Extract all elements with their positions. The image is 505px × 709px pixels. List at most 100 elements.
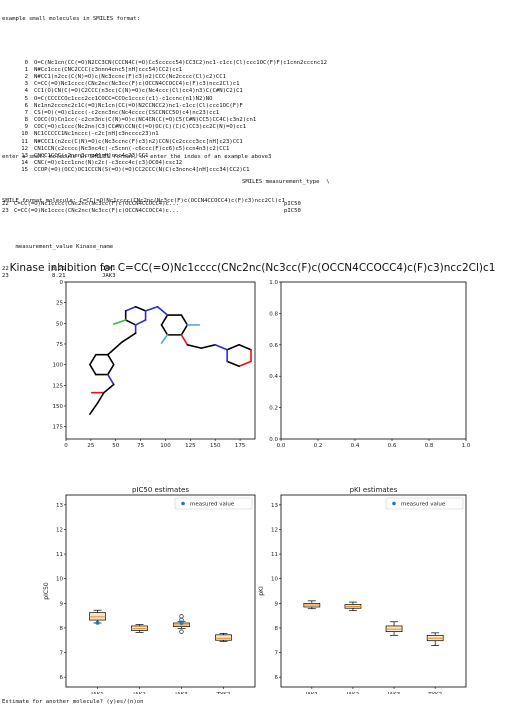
- molecule-structure: [89, 305, 252, 416]
- df1-index: 22: [2, 201, 9, 207]
- example-row: 15 CCOP(=O)(OCC)OC1CCCN(S(=O)(=O)CC2CCC(N…: [2, 167, 327, 174]
- axes-frame: [65, 281, 256, 440]
- legend-label: measured value: [401, 502, 446, 508]
- df1-type: pIC50: [284, 208, 301, 215]
- example-smiles: C=CC(=O)Nc1cccc(CNc2nc(Nc3cc(F)c(OCCN4CC…: [34, 81, 240, 88]
- category-label: JAK3: [174, 692, 188, 694]
- y-tick-label: 11: [56, 552, 63, 558]
- bond: [106, 363, 115, 376]
- y-tick-label: 13: [271, 503, 278, 509]
- bond: [160, 324, 169, 336]
- df2-kinase: JAK1: [102, 266, 116, 272]
- df1-smiles: C=CC(=O)Nc1cccc(CNc2nc(Nc3cc(F)c(OCCN4CC…: [14, 201, 180, 207]
- examples-header: example small molecules in SMILES format…: [2, 16, 141, 23]
- y-tick-label: 0.8: [269, 311, 278, 317]
- df1-row: 23 C=CC(=O)Nc1cccc(CNc2nc(Nc3cc(F)c(OCCN4…: [2, 208, 330, 215]
- y-tick-label: 10: [56, 577, 63, 583]
- y-tick-label: 6: [275, 675, 279, 681]
- box-body: [215, 634, 232, 641]
- example-row: 8 COCC(O)Cn1cc(-c2cn3nc(C(N)=O)c(NC4CN(C(…: [2, 117, 327, 124]
- y-tick-label: 9: [60, 601, 64, 607]
- example-row: 6 Nc1nn2cccnc2c1C(=O)Nc1cn(CC(=O)N2CCNCC2…: [2, 103, 327, 110]
- example-smiles: CC1(O)CN(C(=O)C2CCC(n3cc(C(N)=O)c(Nc4ccc…: [34, 88, 243, 95]
- example-index: 15: [21, 167, 28, 174]
- legend-marker: [392, 501, 396, 506]
- y-tick-label: 12: [56, 527, 63, 533]
- bond: [144, 305, 159, 312]
- box-jak2: [344, 601, 362, 612]
- box-jak3: [173, 614, 190, 634]
- molecule-image-bg: [66, 282, 255, 439]
- df2-kinase: JAK3: [102, 273, 116, 280]
- legend-marker: [181, 501, 185, 506]
- bond: [186, 344, 203, 349]
- example-row: 3 C=CC(=O)Nc1cccc(CNc2nc(Nc3cc(F)c(OCCN4C…: [2, 81, 327, 88]
- y-tick-label: 100: [53, 363, 64, 369]
- examples-list: 0 O=C(Nc1cn(CC(=O)N2CC3CN(CCCN4C(=O)Cc5cc…: [2, 60, 327, 175]
- dataframe-2: measurement_value Kinase_name 22 8.21 JAK1…: [2, 230, 115, 288]
- example-index: 11: [21, 138, 28, 145]
- molecule-panel: 0 25 50 75 100 125 150 175 0 25 50 75 100 125 150 175: [53, 280, 256, 449]
- example-smiles: CNC(=O)c1cc1cnc(N)c2c(-c3ccc4c(c3)OC04)c…: [34, 160, 183, 167]
- example-smiles: NC1CCCCC1Nc1nccc(-c2c[nH]c3ncccc23)n1: [34, 131, 159, 138]
- y-tick-label: 0.6: [269, 343, 278, 349]
- bottom-prompt: Estimate for another molecule? (y)es/(n)…: [2, 699, 144, 705]
- empty-panel: 0.0 0.2 0.4 0.6 0.8 1.0 0.0 0.2 0.4 0.6 0.8 1.0: [269, 280, 471, 449]
- df1-index: 23: [2, 208, 9, 215]
- y-tick-label: 1.0: [269, 280, 278, 286]
- example-index: 4: [24, 88, 28, 95]
- example-index: 3: [24, 81, 28, 88]
- axes-frame: [65, 494, 256, 688]
- box-jak3: [385, 621, 403, 636]
- example-row: 7 CS(=O)(=O)c1ccc(-c2cnc3nc(Nc4cccc(CSCCN…: [2, 110, 327, 117]
- bond: [226, 360, 240, 368]
- df2-index: 23: [2, 273, 9, 280]
- category-label: JAK1: [305, 692, 318, 694]
- example-row: 2 N#CC1(n2cc(C(N)=O)c(Nc3ccnc(F)c3)n2)CCC…: [2, 74, 327, 81]
- category-label: TYK2: [216, 692, 231, 694]
- example-smiles: N#CCC1(n2cc(C(N)=O)c(Nc3ccnc(F)c3)n2)CCN…: [34, 138, 243, 145]
- y-tick-label: 7: [275, 651, 279, 657]
- y-tick-label: 8: [60, 626, 64, 632]
- output-examples: example small molecules in SMILES format…: [2, 2, 327, 182]
- flier: [179, 629, 184, 634]
- prompt-area: enter a small molecule in SMILES format,…: [2, 140, 285, 212]
- x-tick-label: 0.8: [425, 443, 434, 449]
- example-row: 5 O=C(CCCCCOc1ccc2cc1COCC=CCOc1cccc(c1)-c…: [2, 96, 327, 103]
- example-smiles: CS(=O)(=O)c1ccc(-c2cnc3nc(Nc4cccc(CSCCNC…: [34, 109, 220, 116]
- example-row: 10 NC1CCCCC1Nc1nccc(-c2c[nH]c3ncccc23)n1: [2, 131, 327, 138]
- x-tick-label: 175: [235, 443, 246, 449]
- legend-box: [385, 497, 464, 510]
- x-tick-label: 0.6: [388, 443, 397, 449]
- example-index: 14: [21, 160, 28, 167]
- y-tick-label: 7: [60, 651, 64, 657]
- example-index: 13: [21, 153, 28, 160]
- y-tick-label: 12: [271, 527, 278, 533]
- df2-row: 22 8.21 JAK1: [2, 266, 115, 273]
- x-tick-label: 0.2: [314, 443, 323, 449]
- legend: measured value: [385, 497, 464, 510]
- box-jak2: [131, 624, 148, 633]
- prompt-line: enter a small molecule in SMILES format,…: [2, 154, 272, 161]
- y-tick-label: 6: [60, 675, 64, 681]
- bond: [120, 332, 137, 344]
- bond: [134, 319, 147, 326]
- example-smiles: CNCC1CCC(c2nnn3cnc4[nH]ccc4c23)CC1: [34, 153, 149, 160]
- df1-type: pIC50: [284, 201, 301, 207]
- bond: [103, 383, 115, 394]
- x-tick-label: 100: [160, 443, 171, 449]
- bond: [200, 344, 217, 349]
- y-tick-label: 25: [56, 301, 63, 307]
- x-tick-label: 150: [210, 443, 221, 449]
- axes-frame: [280, 494, 467, 688]
- example-smiles: Nc1nn2cccnc2c1C(=O)Nc1cn(CC(=O)N2CCNCC2)…: [34, 102, 243, 109]
- bond: [156, 305, 169, 316]
- bond: [180, 314, 189, 326]
- boxplot-panel-pki: pKI estimates pKI 6 7 8 9 10 11 12 13 JAK1 JAK2 JAK3…: [258, 486, 467, 694]
- example-index: 0: [24, 59, 28, 66]
- bond: [89, 401, 99, 416]
- df1-row: 22 C=CC(=O)Nc1cccc(CNc2nc(Nc3cc(F)c(OCCN4…: [2, 201, 330, 208]
- example-row: 11 N#CCC1(n2cc(C(N)=O)c(Nc3ccnc(F)c3)n2)C…: [2, 139, 327, 146]
- example-smiles: CCOP(=O)(OCC)OC1CCCN(S(=O)(=O)CC2CCC(N(C…: [34, 167, 250, 174]
- example-index: 1: [24, 66, 28, 73]
